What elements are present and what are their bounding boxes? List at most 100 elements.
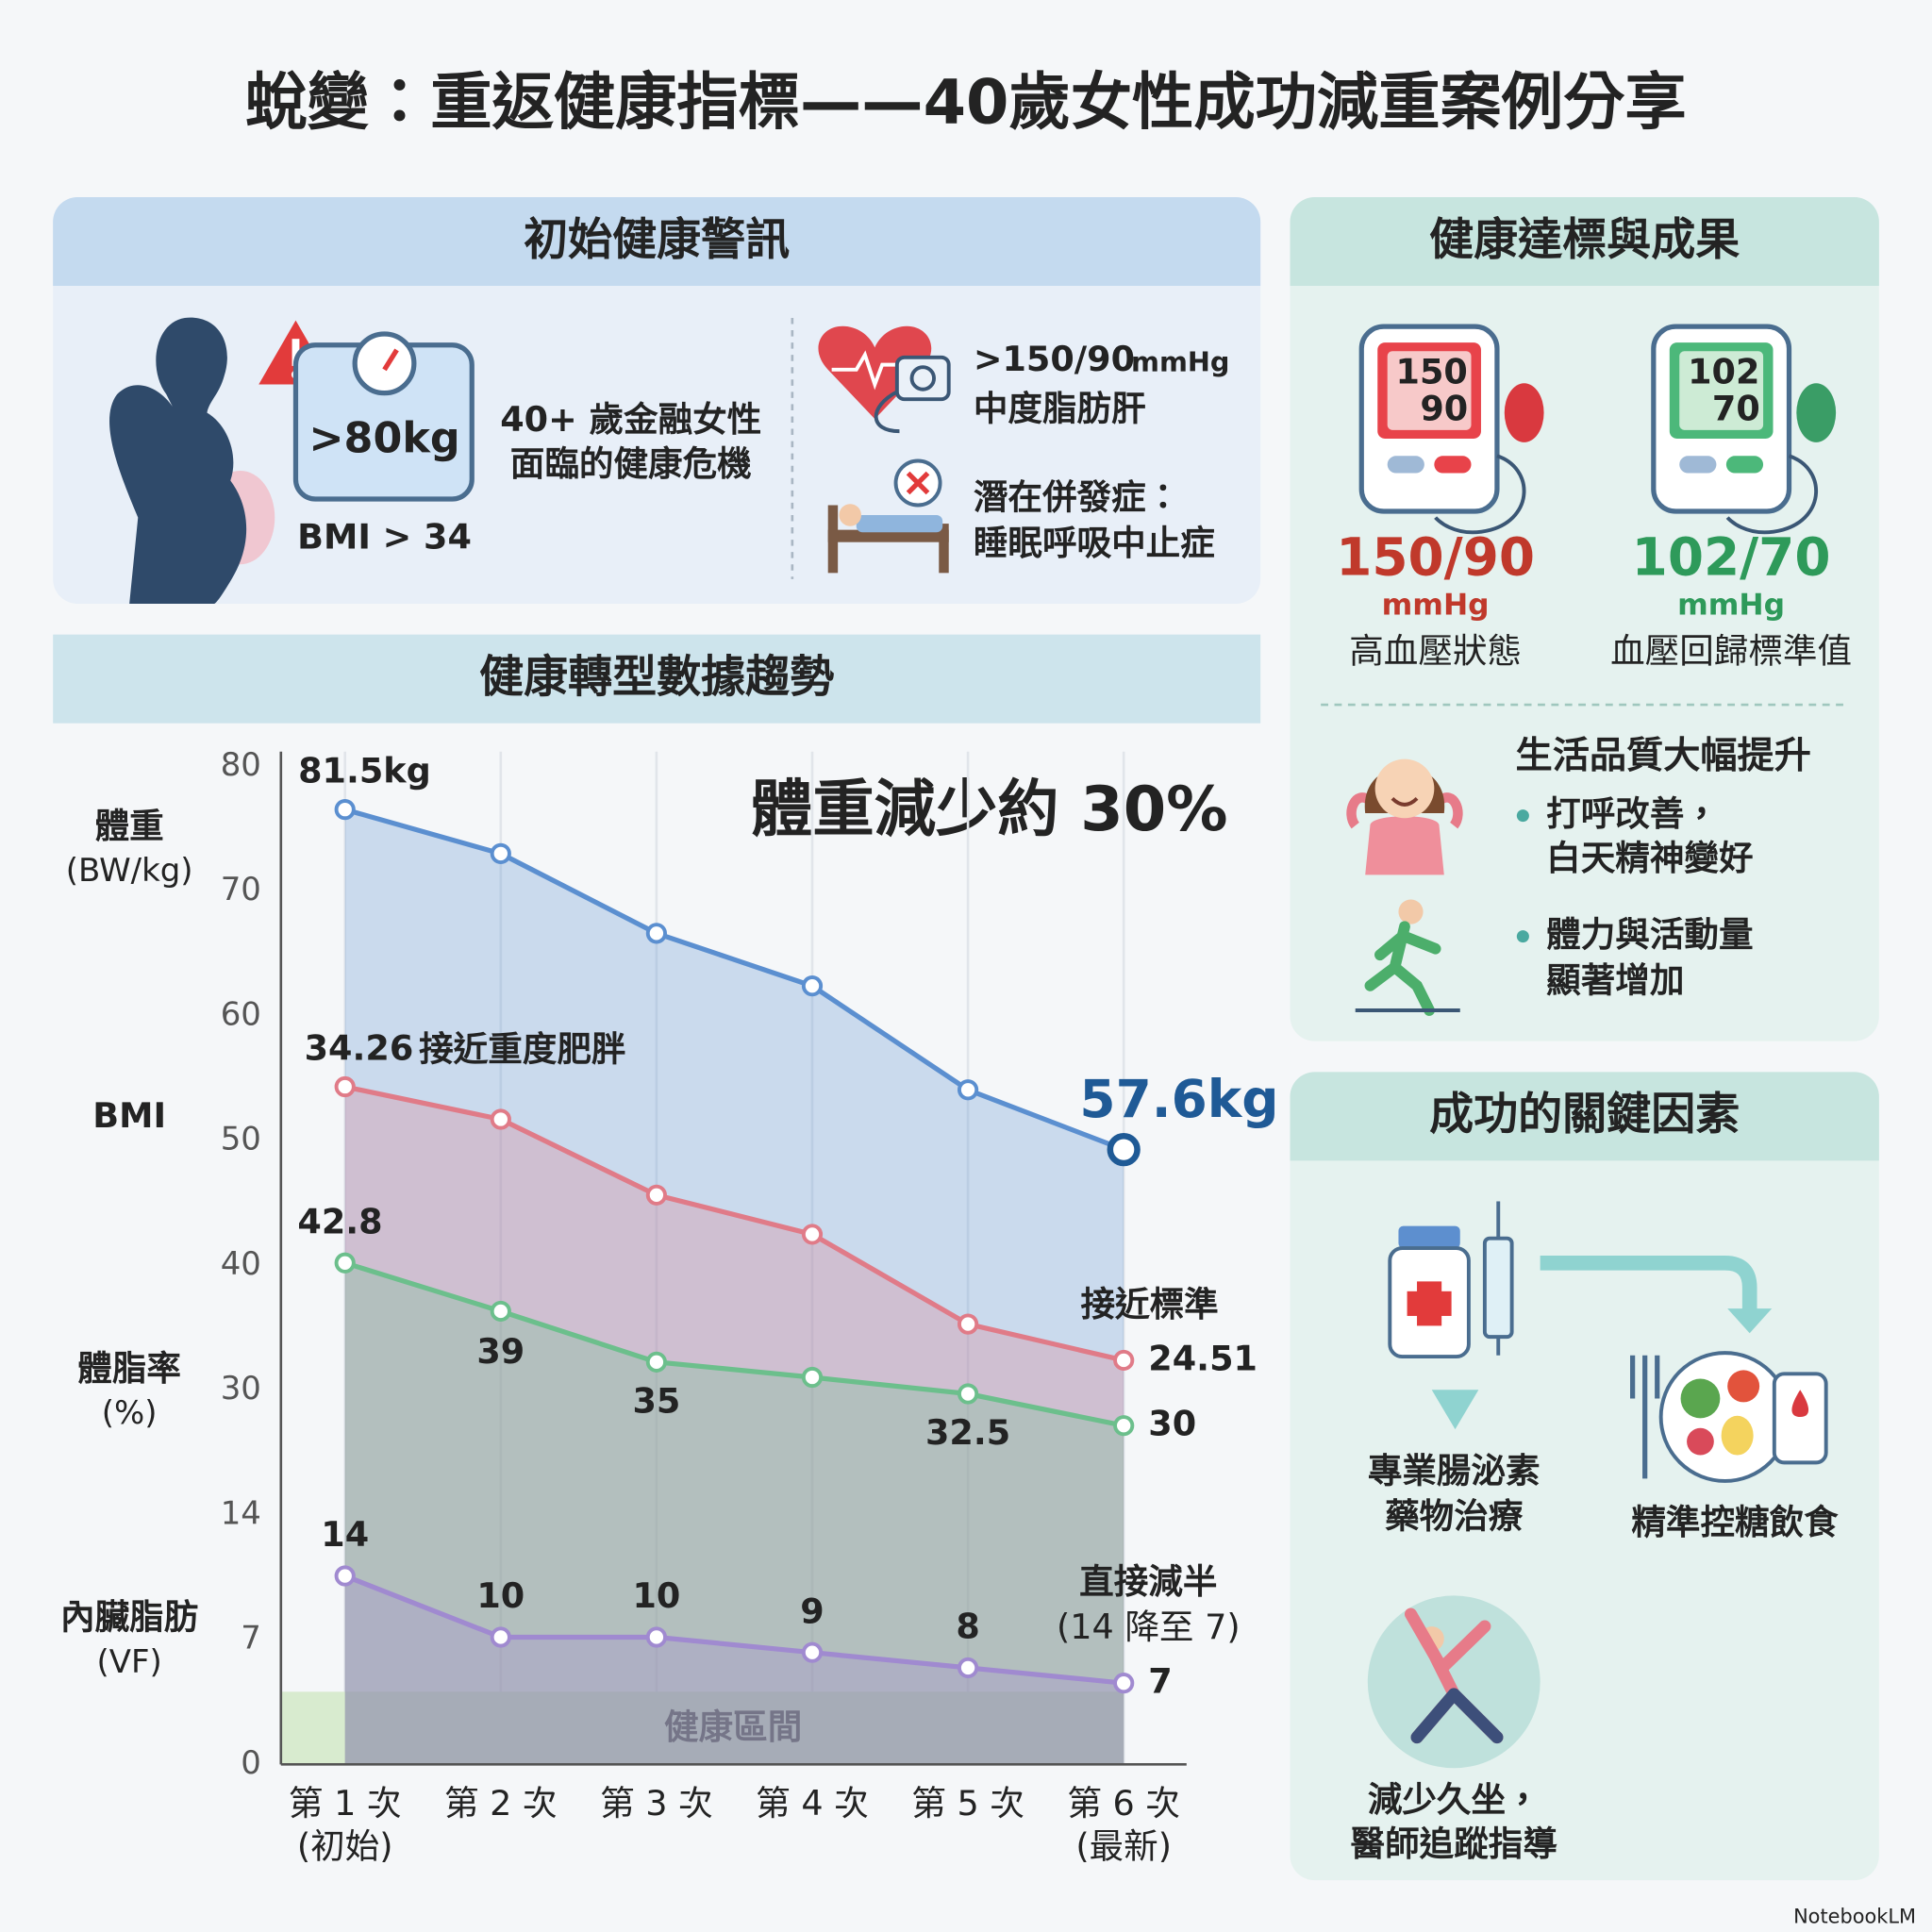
data-label: 39 — [476, 1331, 525, 1372]
data-label: 14 — [321, 1514, 369, 1555]
factors-panel-shape — [1772, 1372, 1828, 1465]
factor: 專業腸泌素 — [1368, 1450, 1541, 1491]
series-area — [344, 1575, 1124, 1765]
data-point — [1113, 1673, 1135, 1694]
bp-after: 102/70 — [1632, 526, 1831, 587]
data-label: 10 — [476, 1575, 525, 1616]
data-point — [645, 1184, 668, 1206]
y-axis-label: 7 — [241, 1620, 261, 1657]
results-panel-shape — [1434, 454, 1526, 535]
quality-title: 生活品質大幅提升 — [1516, 735, 1811, 777]
data-point — [334, 1075, 356, 1098]
y-axis-label: 70 — [221, 871, 261, 908]
y-axis-label: 40 — [221, 1245, 261, 1283]
panel-title: 健康達標與成果 — [1429, 214, 1740, 266]
factors-panel-shape — [1540, 1255, 1757, 1319]
series-name: BMI — [92, 1095, 166, 1136]
warning-panel-shape — [909, 365, 936, 391]
factors-panel-shape — [1658, 1351, 1791, 1483]
series-name: 體脂率 — [77, 1348, 181, 1389]
data-point — [801, 1641, 824, 1663]
factor: 藥物治療 — [1385, 1496, 1524, 1537]
results-panel-shape — [1387, 456, 1424, 474]
factors-panel-shape — [1431, 1390, 1479, 1430]
factors-panel-shape — [1721, 1415, 1754, 1456]
data-label: 9 — [800, 1591, 824, 1631]
factors-panel-shape — [1629, 1355, 1660, 1479]
warning-panel-shape — [906, 471, 930, 495]
warning-panel-shape — [827, 505, 839, 574]
results-panel-shape — [1434, 456, 1472, 474]
results-panel-shape — [1679, 456, 1717, 474]
x-tick-label: 第 1 次 — [289, 1783, 402, 1824]
warning-panel-shape — [827, 529, 949, 542]
weight-warning: >80kg — [308, 415, 459, 463]
chart-title: 健康轉型數據趨勢 — [479, 651, 834, 703]
data-point — [334, 1252, 356, 1274]
complication-label: 潛在併發症： — [974, 476, 1180, 517]
results-panel-shape — [1725, 456, 1764, 474]
data-label: 42.8 — [297, 1201, 382, 1241]
data-point — [1113, 1349, 1135, 1372]
warning-panel-shape — [831, 350, 912, 391]
annotation: 接近標準 — [1080, 1284, 1218, 1324]
results-panel-shape — [1725, 454, 1819, 535]
data-point — [490, 1626, 511, 1648]
bp-unit: mmHg — [1677, 589, 1785, 623]
factors-panel-shape — [1680, 1378, 1721, 1419]
y-axis-label: 80 — [221, 746, 261, 784]
results-panel-shape — [1679, 351, 1764, 430]
warning-panel-shape — [939, 524, 949, 574]
healthy-zone — [280, 1691, 1124, 1765]
chart-header — [53, 634, 1261, 724]
x-tick-label: 第 2 次 — [444, 1783, 558, 1824]
bp-before: 150/90 — [1336, 526, 1535, 587]
data-point — [645, 1351, 668, 1373]
profile-line: 面臨的健康危機 — [510, 443, 752, 484]
warning-panel-shape — [894, 355, 951, 402]
factors-panel-shape — [1727, 1308, 1773, 1334]
liver-warning: 中度脂肪肝 — [974, 388, 1146, 428]
results-panel-shape — [1796, 383, 1837, 442]
bmi-warning: BMI > 34 — [297, 516, 472, 557]
data-point — [957, 1657, 979, 1679]
data-point — [334, 1565, 356, 1587]
y-axis-label: 50 — [221, 1121, 261, 1158]
healthy-zone-label: 健康區間 — [664, 1707, 802, 1747]
chart-headline: 體重減少約 30% — [751, 774, 1228, 845]
data-label: 57.6kg — [1079, 1069, 1278, 1129]
data-point — [1107, 1132, 1141, 1167]
series-unit: (VF) — [97, 1643, 162, 1681]
series-line — [343, 1574, 1124, 1686]
page-title: 蛻變：重返健康指標——40歲女性成功減重案例分享 — [245, 66, 1686, 138]
factors-panel-shape — [1398, 1225, 1460, 1249]
data-point — [645, 1626, 668, 1648]
data-point — [645, 923, 668, 944]
warning-panel-shape — [53, 196, 1261, 287]
panel-title: 初始健康警訊 — [524, 214, 790, 266]
data-point — [957, 1383, 979, 1405]
data-point — [801, 975, 824, 997]
series-area — [344, 809, 1124, 1765]
annotation: 接近重度肥胖 — [419, 1029, 625, 1070]
results-panel-shape — [1374, 758, 1435, 819]
factor: 減少久坐， — [1368, 1779, 1541, 1820]
x-tick-label: 第 4 次 — [756, 1783, 869, 1824]
results-panel-shape — [1504, 383, 1544, 442]
series-line — [343, 1260, 1124, 1428]
data-label: 7 — [1148, 1661, 1172, 1702]
series-name: 內臟脂肪 — [60, 1597, 198, 1638]
data-point — [334, 799, 356, 821]
data-label: 30 — [1148, 1404, 1196, 1444]
x-tick-label: 第 3 次 — [600, 1783, 713, 1824]
warning-panel-shape — [109, 317, 247, 604]
series-unit: (%) — [102, 1394, 158, 1432]
results-panel-shape — [1516, 809, 1529, 823]
data-point — [801, 1366, 824, 1389]
y-axis-label: 30 — [221, 1370, 261, 1407]
data-label: 35 — [632, 1380, 680, 1421]
data-point — [490, 842, 511, 864]
results-panel: 健康達標與成果 150 90 102 70 150/90 mmHg 高血壓狀態 … — [1290, 196, 1879, 1041]
